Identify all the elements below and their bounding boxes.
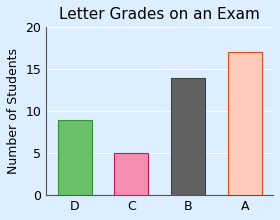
Y-axis label: Number of Students: Number of Students: [7, 48, 20, 174]
Title: Letter Grades on an Exam: Letter Grades on an Exam: [59, 7, 260, 22]
Bar: [228, 52, 262, 195]
Bar: [114, 153, 148, 195]
Bar: [171, 78, 205, 195]
Bar: [58, 120, 92, 195]
